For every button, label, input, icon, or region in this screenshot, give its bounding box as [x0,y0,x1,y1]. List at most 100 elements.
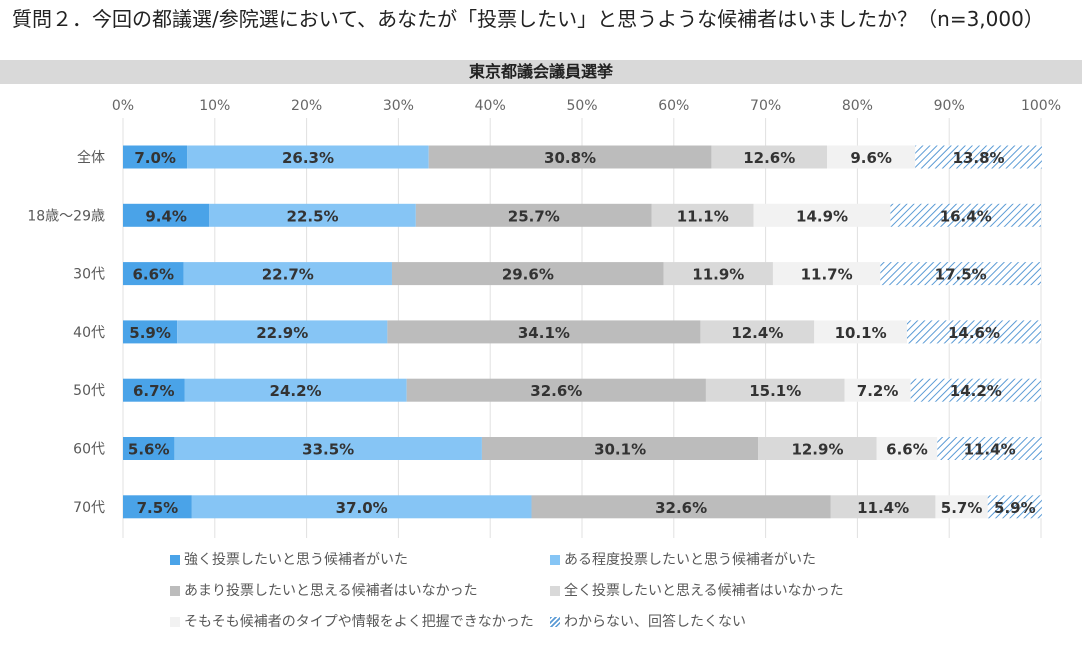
data-label: 25.7% [508,207,560,225]
data-label: 9.4% [145,207,187,225]
question-title: 質問２．今回の都議選/参院選において、あなたが「投票したい」と思うような候補者は… [12,7,1044,31]
data-label: 24.2% [270,382,322,400]
legend-label: ある程度投票したいと思う候補者がいた [564,552,816,568]
legend-label: そもそも候補者のタイプや情報をよく把握できなかった [184,614,534,630]
category-label: 18歳～29歳 [27,208,105,224]
x-tick-label: 20% [291,98,322,114]
legend-item: わからない、回答したくない [550,613,746,631]
data-labels: 7.0% 26.3% 30.8% 12.6% 9.6% 13.8% 9.4% 22.5% 25.… [128,149,1036,517]
bar-segment [531,495,831,519]
legend-item: ある程度投票したいと思う候補者がいた [550,551,816,569]
category-label: 60代 [73,442,105,458]
data-label: 30.8% [544,149,596,167]
bar-segment [428,145,712,169]
data-label: 15.1% [749,382,801,400]
bar-segment [830,495,936,519]
category-label: 全体 [77,149,105,166]
bar-segment [906,320,1041,344]
x-tick-label: 10% [199,98,230,114]
bar-segment [123,203,210,227]
bar-segment [814,320,907,344]
bar-segment [209,203,416,227]
bar-segment [890,203,1041,227]
bar-segment [651,203,754,227]
data-label: 22.5% [287,207,339,225]
x-tick-label: 50% [566,98,597,114]
category-label: 30代 [73,267,105,283]
data-label: 14.9% [796,207,848,225]
data-label: 9.6% [850,149,892,167]
x-tick-label: 90% [934,98,965,114]
data-label: 33.5% [302,441,354,459]
category-label: 40代 [73,325,105,341]
data-label: 13.8% [953,149,1005,167]
bar-segment [123,320,178,344]
category-label: 70代 [73,500,105,516]
legend-swatch [550,617,560,627]
data-label: 37.0% [336,499,388,517]
bar-segment [758,437,877,460]
bar-segment [391,262,664,286]
bar-segment [123,145,188,169]
data-label: 5.9% [994,499,1036,517]
data-label: 32.6% [655,499,707,517]
bar-segment [123,437,175,460]
legend-item: そもそも候補者のタイプや情報をよく把握できなかった [170,613,534,631]
bar-segment [987,495,1042,519]
data-label: 11.4% [857,499,909,517]
data-label: 7.2% [857,382,899,400]
bar-segment [481,437,759,460]
data-label: 5.7% [941,499,983,517]
bar-segment [711,145,828,169]
bar-segment [663,262,773,286]
bar-segment [700,320,815,344]
data-label: 16.4% [940,207,992,225]
data-label: 14.6% [948,324,1000,342]
legend-item: 全く投票したいと思える候補者はいなかった [550,582,844,600]
bar-segment [191,495,532,519]
legend-label: あまり投票したいと思える候補者はいなかった [184,583,478,599]
bar-segment [935,495,988,519]
chart-title: 東京都議会議員選挙 [0,60,1082,84]
bar-segment [187,145,429,169]
legend-label: 全く投票したいと思える候補者はいなかった [564,583,844,599]
legend-swatch [170,586,180,596]
data-label: 6.6% [132,266,174,284]
x-axis-ticks: 0% 10% 20% 30% 40% 50% 60% 70% 80% 90% 100% [112,98,1061,114]
x-tick-label: 60% [658,98,689,114]
data-label: 11.9% [692,266,744,284]
legend-swatch [170,555,180,565]
bar-segment [753,203,891,227]
bar-segment [844,378,911,402]
bar-segment [937,437,1042,460]
x-tick-label: 70% [750,98,781,114]
data-label: 26.3% [282,149,334,167]
data-label: 30.1% [594,441,646,459]
bar-segment [705,378,845,402]
bar-segment [123,378,185,402]
data-label: 12.4% [731,324,783,342]
x-tick-label: 100% [1021,98,1061,114]
legend-item: 強く投票したいと思う候補者がいた [170,551,408,569]
legend-label: 強く投票したいと思う候補者がいた [184,552,408,568]
bar-segment [880,262,1041,286]
bar-segment [183,262,392,286]
legend-swatch [170,617,180,627]
data-label: 11.7% [801,266,853,284]
bar-segment [415,203,652,227]
data-label: 7.5% [137,499,179,517]
bar-segment [910,378,1041,402]
x-tick-label: 0% [112,98,134,114]
data-label: 22.7% [262,266,314,284]
legend-item: あまり投票したいと思える候補者はいなかった [170,582,478,600]
data-label: 6.7% [133,382,175,400]
legend-label: わからない、回答したくない [564,614,746,630]
bar-segment [184,378,407,402]
data-label: 17.5% [935,266,987,284]
bar-segment [123,262,184,286]
category-axis: 全体 18歳～29歳 30代 40代 50代 60代 70代 [27,149,105,516]
bar-segment [177,320,388,344]
data-label: 34.1% [518,324,570,342]
legend-swatch [550,586,560,596]
bar-segment [915,145,1042,169]
